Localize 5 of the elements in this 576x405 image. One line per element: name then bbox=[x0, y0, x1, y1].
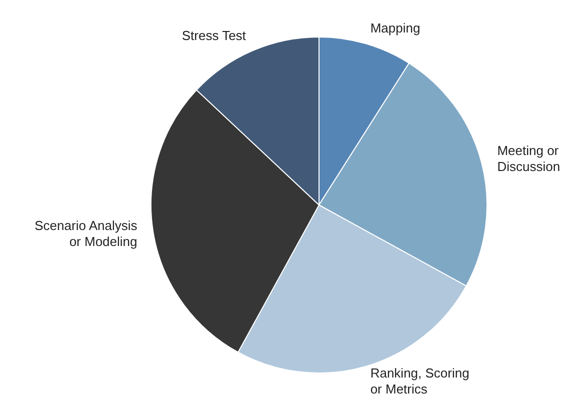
slice-label: Stress Test bbox=[182, 28, 246, 44]
slice-label: Ranking, Scoring or Metrics bbox=[370, 366, 470, 397]
slice-label: Meeting or Discussion bbox=[497, 143, 560, 174]
slice-label: Mapping bbox=[370, 20, 420, 36]
slice-label: Scenario Analysis or Modeling bbox=[34, 218, 138, 249]
